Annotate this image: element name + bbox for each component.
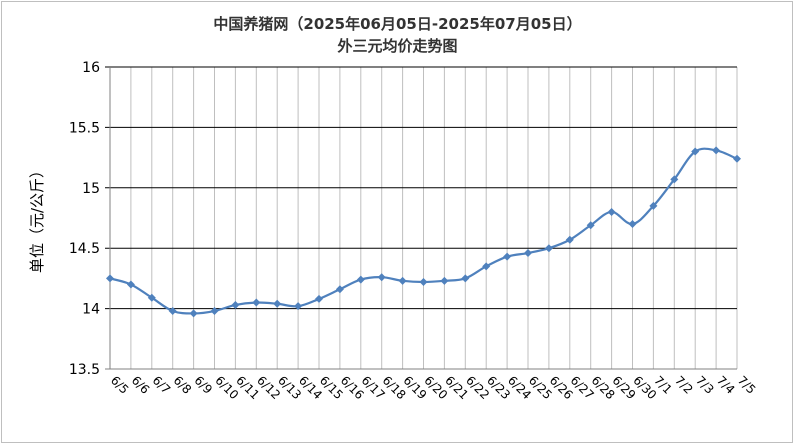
data-point-marker [440, 276, 449, 285]
data-point-marker [733, 154, 741, 163]
data-point-marker [691, 147, 700, 156]
data-point-marker [189, 309, 198, 318]
x-tick-label: 7/5 [735, 373, 759, 397]
data-point-marker [565, 235, 574, 244]
data-point-marker [628, 220, 637, 229]
data-point-marker [210, 307, 219, 316]
data-point-marker [377, 273, 386, 282]
x-tick-label: 6/10 [212, 373, 241, 402]
data-point-marker [294, 302, 303, 311]
data-point-marker [252, 298, 261, 307]
y-axis-label: 单位（元/公斤） [28, 163, 46, 273]
data-point-marker [482, 262, 491, 271]
y-tick-label: 14.5 [69, 241, 100, 257]
data-point-marker [335, 285, 344, 294]
data-point-marker [670, 175, 679, 184]
data-point-marker [461, 274, 470, 283]
chart-title: 中国养猪网（2025年06月05日-2025年07月05日） [213, 15, 582, 33]
x-tick-label: 7/4 [714, 373, 738, 397]
data-point-marker [503, 252, 512, 261]
data-point-marker [231, 300, 240, 309]
y-tick-label: 15.5 [69, 120, 100, 136]
x-tick-label: 6/8 [171, 373, 195, 397]
data-point-marker [524, 249, 532, 258]
data-point-marker [168, 307, 177, 316]
y-tick-label: 16 [82, 60, 100, 76]
data-point-marker [273, 299, 282, 308]
data-point-marker [106, 274, 114, 283]
data-point-marker [315, 294, 323, 303]
x-tick-label: 6/7 [150, 373, 174, 397]
chart-subtitle: 外三元均价走势图 [337, 37, 458, 55]
y-tick-label: 15 [82, 181, 100, 197]
data-point-marker [419, 278, 428, 287]
data-point-marker [544, 244, 553, 253]
data-point-marker [649, 201, 658, 210]
x-tick-label: 7/2 [672, 373, 696, 397]
x-tick-label: 6/6 [129, 373, 153, 397]
y-tick-label: 13.5 [69, 362, 100, 378]
data-point-marker [126, 280, 135, 289]
y-tick-label: 14 [82, 302, 100, 318]
data-point-marker [586, 221, 595, 230]
x-tick-label: 6/5 [108, 373, 132, 397]
x-tick-label: 6/9 [191, 373, 215, 397]
data-point-marker [607, 207, 616, 216]
data-point-marker [398, 276, 407, 285]
x-tick-label: 7/3 [693, 373, 717, 397]
data-point-marker [147, 293, 156, 302]
data-point-marker [712, 146, 721, 155]
data-point-marker [356, 275, 365, 284]
